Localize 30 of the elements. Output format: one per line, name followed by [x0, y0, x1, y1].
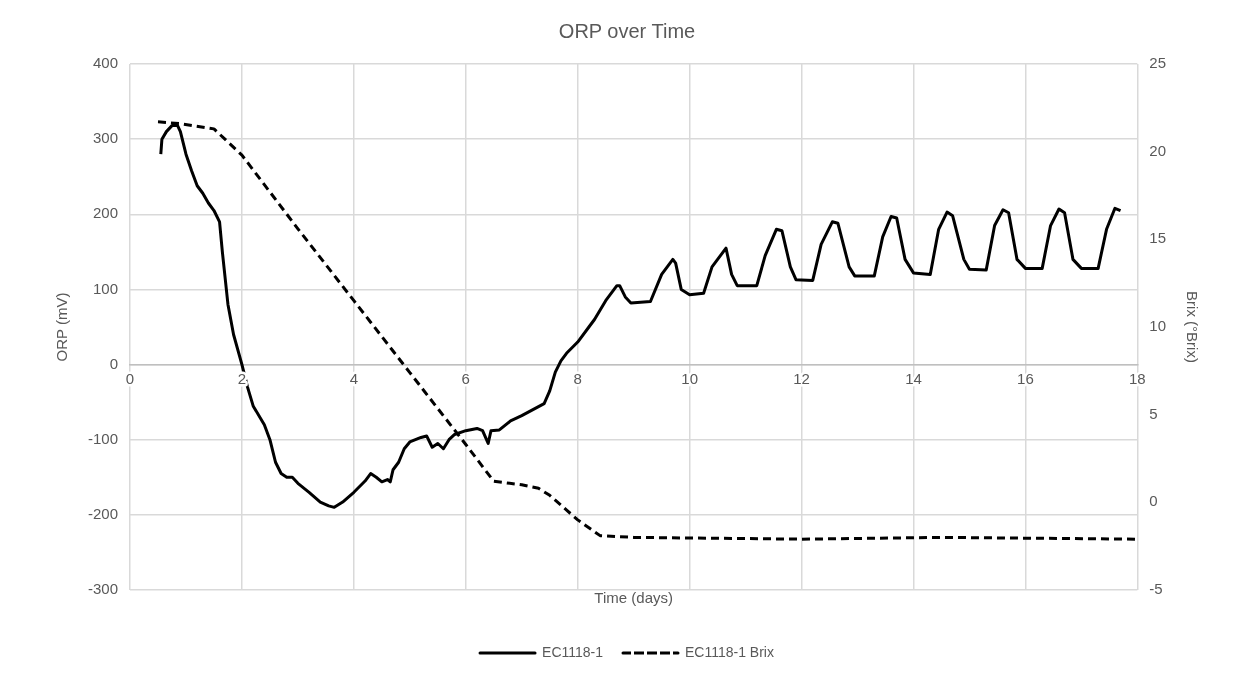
x-tick-label: 16	[1017, 370, 1034, 388]
y-tick-label: 200	[92, 204, 119, 222]
x-axis-title: Time (days)	[594, 589, 673, 607]
y2-tick-label: 0	[1149, 492, 1158, 510]
chart-title: ORP over Time	[558, 19, 696, 42]
y-tick-label: 0	[109, 354, 119, 372]
x-tick-label: 0	[125, 370, 135, 388]
x-tick-label: 12	[793, 370, 810, 388]
legend-label: EC1118-1	[542, 643, 604, 660]
x-tick-label: 6	[461, 370, 470, 388]
y-tick-label: 400	[92, 54, 119, 72]
y2-tick-label: -5	[1149, 580, 1163, 598]
x-tick-label: 4	[349, 370, 359, 388]
y2-tick-label: 15	[1149, 229, 1166, 247]
y-tick-label: 300	[92, 129, 119, 147]
y2-tick-label: 10	[1149, 317, 1166, 335]
y-tick-label: -300	[87, 580, 119, 598]
x-tick-label: 10	[681, 370, 698, 388]
x-tick-label: 18	[1128, 370, 1146, 388]
y2-tick-label: 20	[1149, 141, 1166, 159]
y2-tick-label: 5	[1149, 404, 1158, 422]
y2-axis-title: Brix (°Brix)	[1183, 291, 1201, 363]
y-tick-label: -200	[87, 505, 119, 522]
y2-tick-label: 25	[1149, 54, 1166, 72]
x-tick-label: 14	[905, 370, 922, 388]
x-tick-label: 8	[573, 370, 582, 388]
y-axis-title: ORP (mV)	[53, 292, 71, 362]
legend-label: EC1118-1 Brix	[685, 643, 774, 660]
y-tick-label: -100	[87, 429, 119, 447]
y-tick-label: 100	[92, 279, 119, 297]
